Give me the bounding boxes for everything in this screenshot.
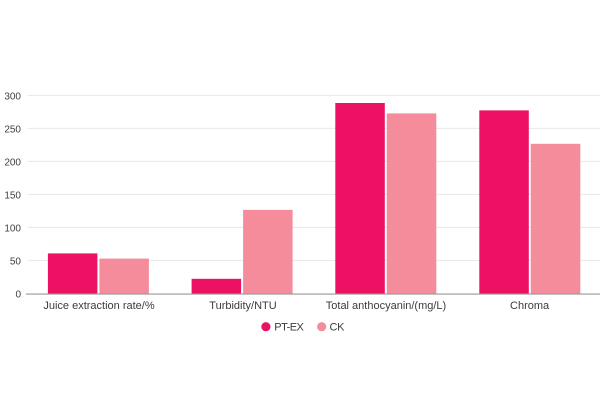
svg-text:300: 300 — [4, 92, 21, 103]
svg-text:200: 200 — [4, 158, 21, 169]
svg-text:Chroma: Chroma — [510, 300, 550, 312]
svg-text:CK: CK — [330, 322, 346, 334]
svg-text:0: 0 — [15, 290, 21, 301]
svg-text:PT-EX: PT-EX — [274, 322, 304, 334]
svg-text:Juice extraction rate/%: Juice extraction rate/% — [43, 300, 154, 312]
svg-text:250: 250 — [4, 125, 21, 136]
svg-text:Turbidity/NTU: Turbidity/NTU — [209, 300, 276, 312]
svg-text:150: 150 — [4, 191, 21, 202]
svg-text:50: 50 — [10, 257, 22, 268]
svg-text:100: 100 — [4, 224, 21, 235]
svg-text:Total anthocyanin/(mg/L): Total anthocyanin/(mg/L) — [326, 300, 446, 312]
